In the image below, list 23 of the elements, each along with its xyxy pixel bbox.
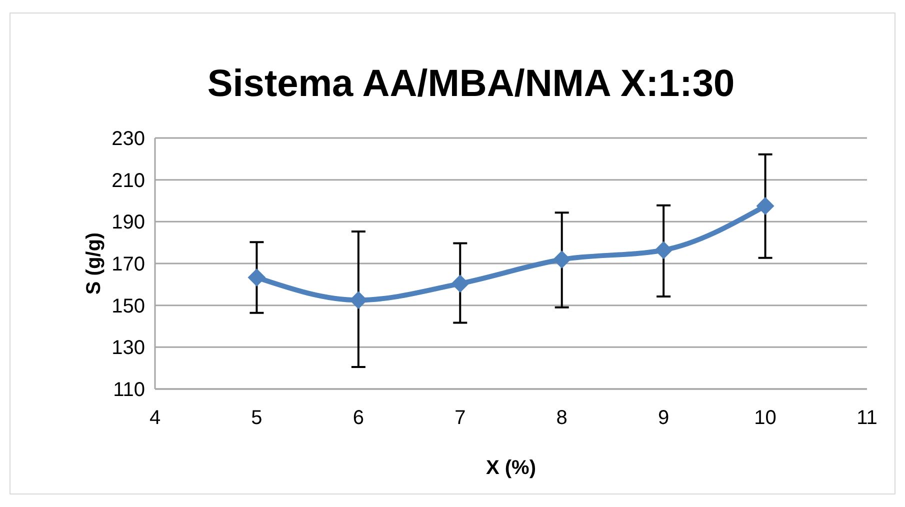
x-tick-label: 7 (454, 407, 466, 429)
x-tick-label: 5 (251, 407, 262, 429)
point (451, 274, 470, 293)
x-tick-label: 8 (556, 407, 568, 429)
chart-title: Sistema AA/MBA/NMA X:1:30 (207, 63, 735, 105)
y-tick-label: 210 (112, 170, 145, 192)
x-tick-label: 6 (352, 407, 364, 429)
y-tick-label: 130 (112, 337, 145, 360)
y-tick-label: 170 (112, 254, 145, 276)
x-axis-title: X (%) (486, 457, 536, 479)
x-tick-label: 10 (754, 407, 776, 429)
x-tick-label: 4 (149, 407, 161, 429)
y-tick-label: 230 (112, 128, 145, 150)
point (654, 241, 673, 260)
y-tick-label: 150 (112, 295, 145, 318)
y-tick-label: 190 (112, 212, 145, 234)
y-tick-label: 110 (113, 379, 145, 401)
point (248, 268, 266, 287)
point (552, 250, 571, 269)
x-tick-label: 11 (856, 407, 878, 429)
y-axis-title: S (g/g) (83, 232, 105, 295)
x-tick-label: 9 (658, 407, 670, 429)
point (756, 196, 774, 215)
